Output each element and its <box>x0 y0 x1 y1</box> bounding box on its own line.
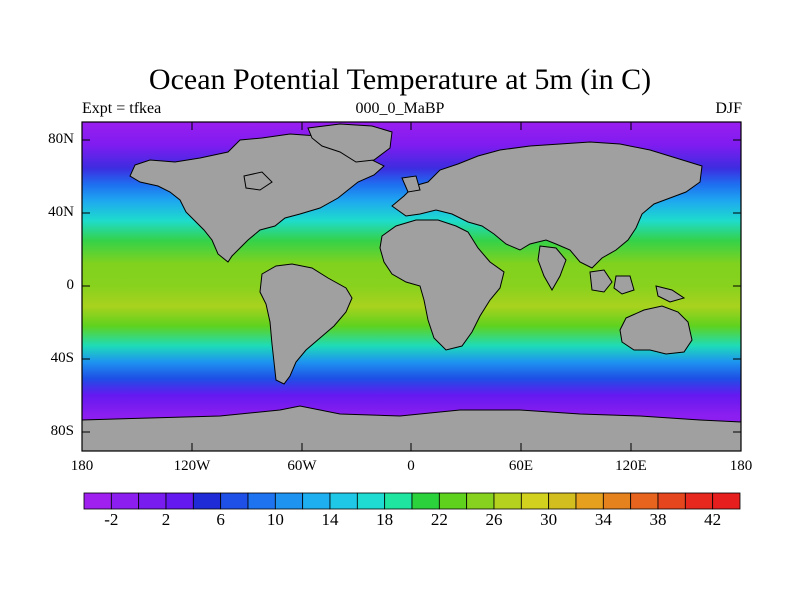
greenland <box>307 123 393 163</box>
lat-label-40s: 40S <box>50 350 74 366</box>
lon-label-60w: 60W <box>287 458 317 474</box>
arctic-islands <box>243 171 421 193</box>
colorbar-label: 26 <box>485 510 503 529</box>
land-masses <box>81 123 742 452</box>
lat-label-0: 0 <box>66 277 75 293</box>
map-title: Ocean Potential Temperature at 5m (in C) <box>148 63 652 96</box>
africa <box>379 219 505 351</box>
colorbar-label: 10 <box>266 510 284 529</box>
colorbar <box>83 492 741 510</box>
colorbar-label: 6 <box>216 510 225 529</box>
time-label: 000_0_MaBP <box>355 100 445 117</box>
colorbar-swatch <box>138 492 167 510</box>
lon-label-180e: 180 <box>729 458 753 474</box>
colorbar-label: 14 <box>321 510 339 529</box>
colorbar-label: 18 <box>376 510 394 529</box>
eurasia <box>391 141 703 269</box>
india <box>537 245 567 292</box>
colorbar-swatch <box>356 492 386 510</box>
colorbar-label: 42 <box>704 510 722 529</box>
colorbar-label: 34 <box>594 510 612 529</box>
colorbar-swatch <box>466 492 495 510</box>
lat-label-80n: 80N <box>48 131 74 147</box>
lon-label-0: 0 <box>407 458 415 474</box>
colorbar-swatch <box>630 492 659 510</box>
colorbar-label: 2 <box>161 510 171 529</box>
colorbar-swatch <box>274 492 304 510</box>
colorbar-swatch <box>438 492 468 510</box>
colorbar-swatch <box>411 492 440 510</box>
southeast-asia-islands <box>589 269 686 303</box>
colorbar-swatch <box>110 492 140 510</box>
australia <box>619 305 693 355</box>
colorbar-label: 38 <box>649 510 667 529</box>
colorbar-swatch <box>602 492 632 510</box>
colorbar-swatch <box>657 492 686 510</box>
colorbar-swatch <box>384 492 413 510</box>
north-america <box>129 133 385 263</box>
south-america <box>259 263 353 385</box>
colorbar-swatch <box>684 492 714 510</box>
colorbar-swatch <box>83 492 112 510</box>
colorbar-swatch <box>712 492 741 510</box>
colorbar-swatch <box>520 492 550 510</box>
colorbar-label: 22 <box>430 510 448 529</box>
lon-label-180w: 180 <box>70 458 94 474</box>
colorbar-swatch <box>548 492 577 510</box>
colorbar-swatch <box>302 492 331 510</box>
lon-label-60e: 60E <box>508 458 534 474</box>
lon-label-120w: 120W <box>173 458 211 474</box>
lon-label-120e: 120E <box>615 458 647 474</box>
colorbar-swatch <box>247 492 276 510</box>
colorbar-swatch <box>165 492 194 510</box>
colorbar-swatch <box>493 492 522 510</box>
season-label: DJF <box>715 100 742 117</box>
colorbar-label: -2 <box>104 510 119 529</box>
lat-label-80s: 80S <box>50 423 74 439</box>
experiment-label: Expt = tfkea <box>82 100 162 117</box>
lat-label-40n: 40N <box>48 204 74 220</box>
colorbar-swatch <box>575 492 604 510</box>
colorbar-swatch <box>192 492 222 510</box>
colorbar-swatch <box>329 492 358 510</box>
colorbar-label: 30 <box>540 510 558 529</box>
colorbar-swatch <box>220 492 249 510</box>
